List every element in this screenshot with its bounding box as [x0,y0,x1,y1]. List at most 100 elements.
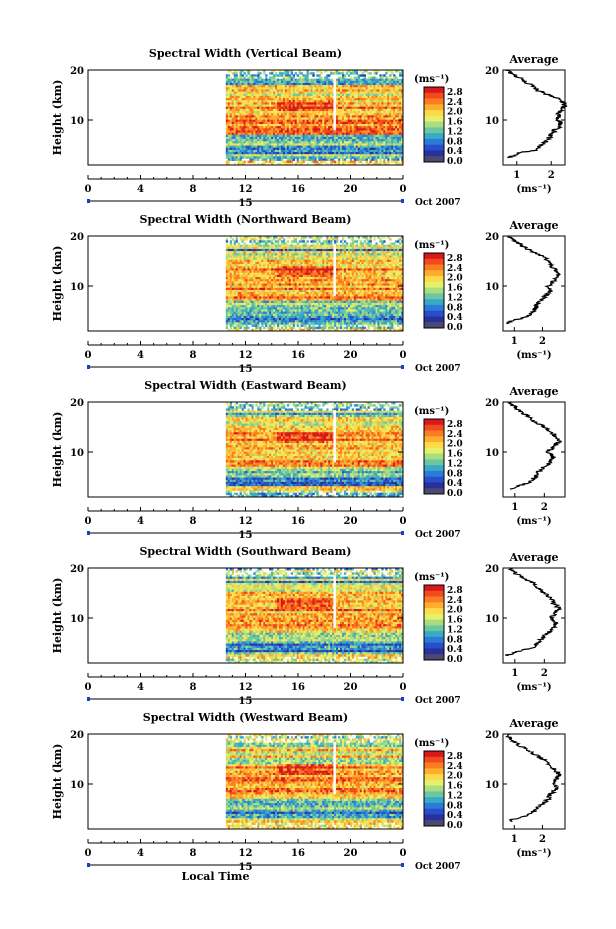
heatmap-cell [240,76,242,78]
heatmap-cell [330,94,332,96]
heatmap-cell [383,87,385,89]
heatmap-cell [338,98,340,100]
heatmap-cell [342,253,344,255]
heatmap-cell [234,74,236,76]
heatmap-cell [344,156,346,158]
heatmap-cell [381,152,383,154]
heatmap-cell [273,143,275,145]
heatmap-cell [344,81,346,83]
heatmap-cell [322,161,324,163]
heatmap-cell [354,240,356,242]
heatmap-cell [289,146,291,148]
heatmap-cell [362,109,364,111]
heatmap-cell [265,249,267,251]
heatmap-cell [232,113,234,115]
heatmap-cell [249,150,251,152]
heatmap-cell [328,242,330,244]
heatmap-cell [265,111,267,113]
heatmap-cell [372,260,374,262]
heatmap-cell [324,266,326,268]
heatmap-cell [246,94,248,96]
heatmap-cell [283,115,285,117]
heatmap-cell [342,107,344,109]
heatmap-cell [381,139,383,141]
heatmap-cell [281,89,283,91]
heatmap-cell [391,72,393,74]
heatmap-cell [230,135,232,137]
heatmap-cell [281,128,283,130]
heatmap-cell [370,87,372,89]
heatmap-cell [366,107,368,109]
heatmap-cell [293,255,295,257]
heatmap-cell [273,249,275,251]
heatmap-cell [236,122,238,124]
heatmap-cell [373,85,375,87]
heatmap-cell [267,255,269,257]
heatmap-cell [226,266,228,268]
heatmap-cell [338,264,340,266]
heatmap-cell [299,133,301,135]
heatmap-cell [285,85,287,87]
heatmap-cell [305,139,307,141]
heatmap-cell [309,72,311,74]
heatmap-cell [275,251,277,253]
heatmap-cell [303,96,305,98]
heatmap-cell [379,118,381,120]
heatmap-cell [297,264,299,266]
x-tick-label: 20 [344,184,358,195]
heatmap-cell [279,154,281,156]
heatmap-cell [342,159,344,161]
heatmap-cell [344,92,346,94]
heatmap-cell [301,83,303,85]
heatmap-cell [330,247,332,249]
heatmap-cell [316,262,318,264]
heatmap-cell [318,94,320,96]
heatmap-cell [240,266,242,268]
heatmap-cell [385,143,387,145]
heatmap-cell [271,249,273,251]
heatmap-cell [238,109,240,111]
heatmap-cell [370,102,372,104]
heatmap-cell [265,120,267,122]
heatmap-cell [362,85,364,87]
heatmap-cell [362,148,364,150]
heatmap-cell [305,100,307,102]
heatmap-cell [251,133,253,135]
heatmap-cell [249,268,251,270]
heatmap-cell [360,137,362,139]
heatmap-cell [238,133,240,135]
heatmap-cell [377,130,379,132]
heatmap-cell [259,79,261,81]
heatmap-cell [261,141,263,143]
heatmap-cell [249,249,251,251]
heatmap-cell [336,122,338,124]
heatmap-cell [263,139,265,141]
heatmap-cell [307,98,309,100]
heatmap-cell [283,154,285,156]
heatmap-cell [299,154,301,156]
heatmap-cell [326,98,328,100]
heatmap-cell [391,96,393,98]
heatmap-cell [279,247,281,249]
heatmap-cell [334,72,336,74]
heatmap-cell [236,120,238,122]
heatmap-cell [269,247,271,249]
heatmap-cell [293,152,295,154]
heatmap-cell [379,258,381,260]
heatmap-cell [387,264,389,266]
heatmap-cell [230,260,232,262]
heatmap-cell [385,152,387,154]
heatmap-cell [271,242,273,244]
heatmap-cell [297,146,299,148]
heatmap-cell [336,111,338,113]
heatmap-cell [364,247,366,249]
heatmap-cell [330,266,332,268]
heatmap-cell [246,109,248,111]
heatmap-cell [372,94,374,96]
heatmap-cell [330,89,332,91]
heatmap-cell [263,154,265,156]
heatmap-cell [358,115,360,117]
heatmap-cell [285,94,287,96]
heatmap-cell [246,81,248,83]
heatmap-cell [338,115,340,117]
